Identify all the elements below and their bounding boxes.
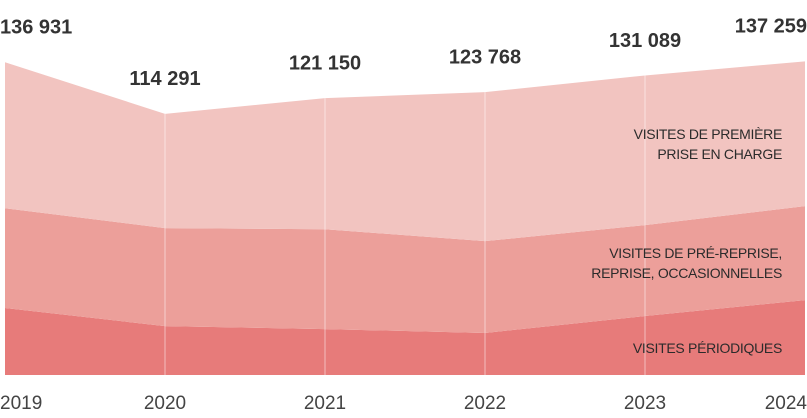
area (5, 300, 805, 375)
x-tick-label: 2022 (464, 393, 506, 414)
x-tick-label: 2024 (765, 393, 807, 414)
area (5, 206, 805, 333)
total-label: 123 768 (449, 47, 521, 69)
x-tick-label: 2019 (0, 393, 42, 414)
x-tick-label: 2020 (144, 393, 186, 414)
x-tick-label: 2021 (304, 393, 346, 414)
x-tick-label: 2023 (624, 393, 666, 414)
area (5, 61, 805, 242)
total-label: 131 089 (609, 30, 681, 52)
total-label: 121 150 (289, 52, 361, 74)
series-label: VISITES DE PRÉ-REPRISE, REPRISE, OCCASIO… (591, 245, 782, 282)
series-label: VISITES DE PREMIÈRE PRISE EN CHARGE (633, 125, 783, 162)
series-label: VISITES PÉRIODIQUES (632, 339, 782, 356)
total-label: 137 259 (735, 16, 807, 38)
total-label: 114 291 (129, 68, 200, 90)
total-label: 136 931 (0, 16, 72, 38)
